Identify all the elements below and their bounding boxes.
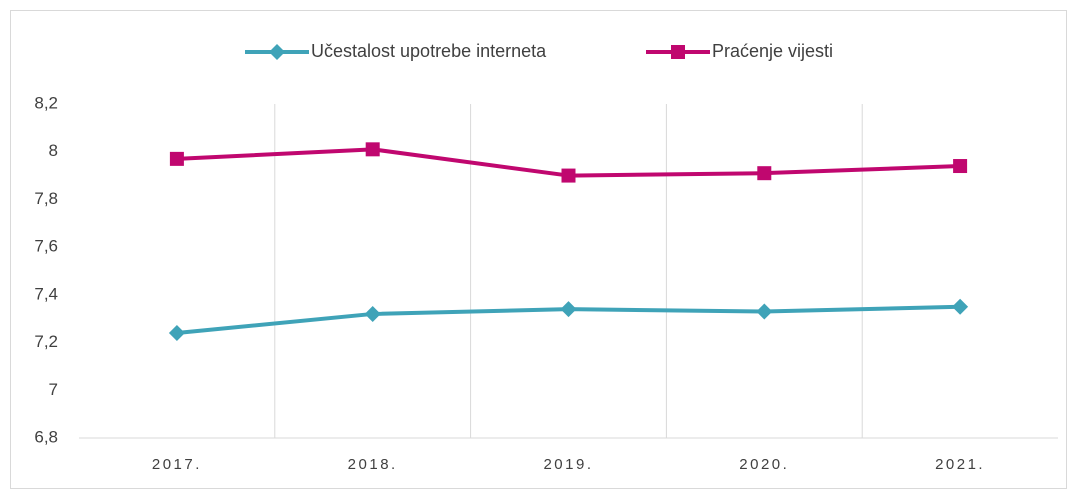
marker <box>560 301 577 318</box>
legend-label: Učestalost upotrebe interneta <box>311 41 547 61</box>
legend-label: Praćenje vijesti <box>712 41 833 61</box>
y-tick-label: 8,2 <box>34 93 58 112</box>
y-tick-label: 7,4 <box>34 284 58 303</box>
marker <box>952 298 969 315</box>
y-tick-label: 6,8 <box>34 427 58 446</box>
y-tick-label: 7 <box>49 380 58 399</box>
marker <box>168 325 185 342</box>
marker <box>364 305 381 322</box>
y-tick-label: 7,2 <box>34 332 58 351</box>
marker <box>671 45 685 59</box>
marker <box>169 151 184 166</box>
marker <box>269 44 285 60</box>
marker <box>953 159 968 174</box>
y-tick-label: 7,6 <box>34 237 58 256</box>
marker <box>756 303 773 320</box>
x-tick-label: 2021. <box>935 456 985 473</box>
marker <box>365 142 380 157</box>
x-tick-label: 2017. <box>152 456 202 473</box>
marker <box>757 166 772 181</box>
x-tick-label: 2020. <box>739 456 789 473</box>
y-tick-label: 8 <box>49 141 58 160</box>
chart-border <box>10 10 1067 489</box>
marker <box>561 168 576 183</box>
x-tick-label: 2018. <box>348 456 398 473</box>
x-tick-label: 2019. <box>543 456 593 473</box>
y-tick-label: 7,8 <box>34 189 58 208</box>
